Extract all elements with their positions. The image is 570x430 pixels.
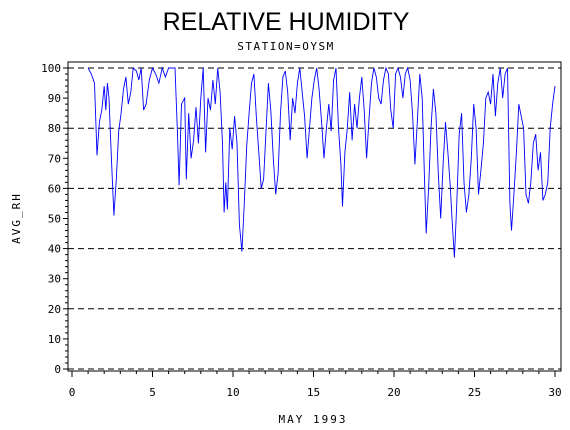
y-tick-label-30: 30	[48, 273, 61, 286]
y-tick-label-0: 0	[54, 363, 61, 376]
x-tick-label-5: 5	[149, 386, 156, 399]
y-tick-label-60: 60	[48, 182, 61, 195]
y-tick-label-20: 20	[48, 303, 61, 316]
x-tick-label-15: 15	[307, 386, 320, 399]
x-tick-label-0: 0	[69, 386, 76, 399]
y-gridlines	[68, 67, 561, 370]
y-tick-label-70: 70	[48, 152, 61, 165]
chart-subtitle: STATION=OYSM	[237, 40, 334, 53]
y-tick-label-100: 100	[41, 62, 61, 75]
x-tick-label-30: 30	[548, 386, 561, 399]
x-tick-label-20: 20	[387, 386, 400, 399]
y-axis-ticks: 0 10 20 30 40 50 60 70 80 90 100	[41, 62, 68, 376]
y-tick-label-80: 80	[48, 122, 61, 135]
chart-title: RELATIVE HUMIDITY	[163, 8, 410, 36]
y-tick-label-10: 10	[48, 333, 61, 346]
y-tick-label-40: 40	[48, 243, 61, 256]
series-line-avg-rh	[87, 66, 556, 258]
y-tick-label-90: 90	[48, 92, 61, 105]
y-tick-label-50: 50	[48, 213, 61, 226]
x-tick-label-25: 25	[468, 386, 481, 399]
plot-frame	[67, 61, 562, 372]
x-axis-label: MAY 1993	[279, 413, 348, 426]
x-tick-label-10: 10	[226, 386, 239, 399]
y-axis-label: AVG_RH	[10, 192, 23, 244]
x-axis-ticks: 0 5 10 15 20 25 30	[69, 371, 562, 399]
